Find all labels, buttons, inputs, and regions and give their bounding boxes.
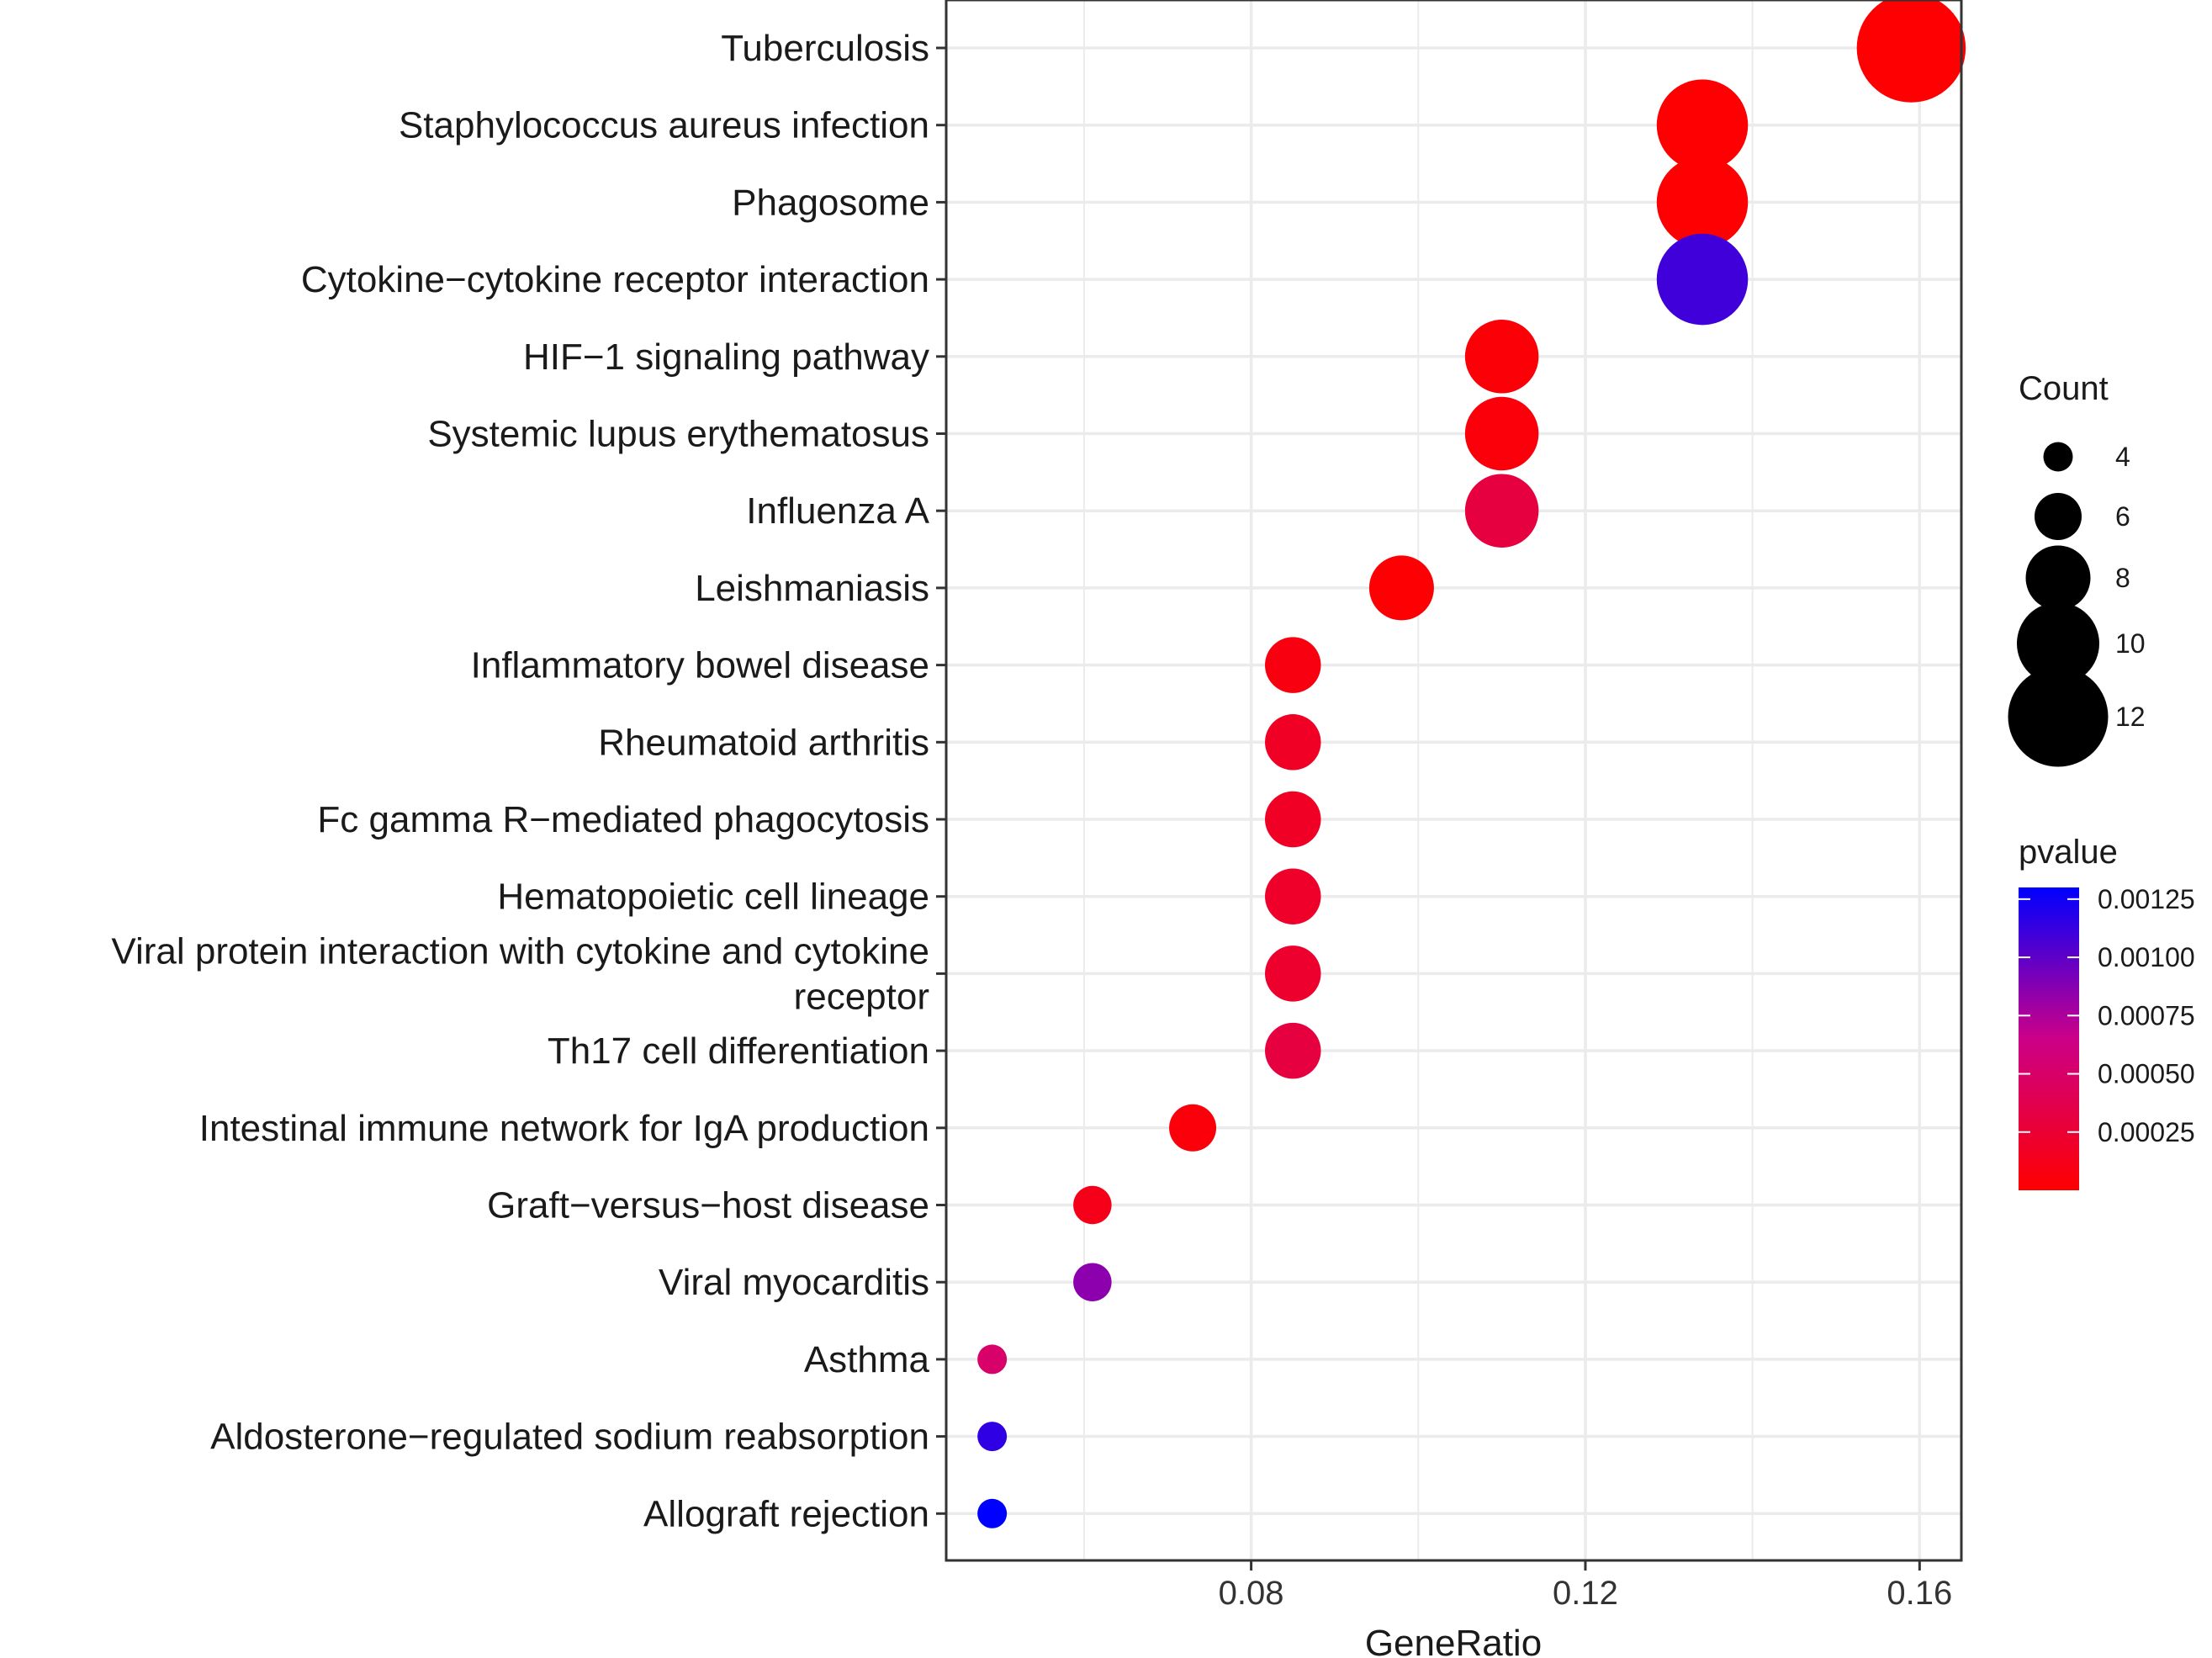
count-legend-label: 12 — [2115, 702, 2146, 732]
count-legend-label: 10 — [2115, 628, 2146, 659]
count-legend-title: Count — [2019, 370, 2109, 407]
y-axis-label: Tuberculosis — [721, 28, 929, 69]
data-point — [1464, 320, 1539, 394]
data-point — [1265, 791, 1321, 848]
count-legend-key — [2035, 493, 2082, 540]
y-axis-label: Allograft rejection — [643, 1493, 929, 1534]
data-point — [1368, 555, 1434, 621]
y-axis-label: Phagosome — [732, 182, 929, 223]
x-tick-label: 0.08 — [1219, 1575, 1284, 1612]
y-axis-label: Influenza A — [746, 490, 929, 532]
pvalue-legend-label: 0.00075 — [2098, 1000, 2195, 1030]
data-point — [1265, 868, 1321, 924]
y-axis-label: Viral myocarditis — [659, 1262, 929, 1303]
data-point — [1073, 1185, 1112, 1225]
pvalue-legend: pvalue 0.00025 0.00050 0.00075 0.00100 0.001… — [2019, 834, 2195, 1190]
y-axis-label: Viral protein interaction with cytokine … — [111, 930, 929, 1017]
data-point — [977, 1498, 1008, 1528]
y-axis-label: Inflammatory bowel disease — [471, 645, 929, 686]
data-point — [1656, 79, 1749, 171]
data-point — [1265, 637, 1321, 693]
data-point — [977, 1344, 1008, 1375]
x-tick-label: 0.16 — [1887, 1575, 1952, 1612]
data-point — [1464, 396, 1539, 471]
y-axis-label-line: Viral protein interaction with cytokine … — [111, 930, 929, 972]
y-axis-label: Th17 cell differentiation — [548, 1030, 929, 1072]
pvalue-legend-label: 0.00125 — [2098, 884, 2195, 914]
y-axis-label: Asthma — [804, 1339, 930, 1380]
count-legend-label: 6 — [2115, 501, 2130, 532]
y-axis-label: Leishmaniasis — [695, 568, 929, 609]
x-axis-ticks: 0.08 0.12 0.16 — [1219, 1560, 1952, 1612]
y-axis-label-line: receptor — [794, 976, 929, 1017]
data-point — [1265, 946, 1321, 1002]
pvalue-legend-label: 0.00050 — [2098, 1059, 2195, 1089]
y-axis-label: Aldosterone−regulated sodium reabsorptio… — [210, 1417, 929, 1458]
plot-panel-background — [946, 0, 1961, 1560]
count-legend-label: 8 — [2115, 563, 2130, 593]
data-point — [1265, 714, 1321, 771]
y-axis-label: HIF−1 signaling pathway — [523, 336, 929, 378]
data-point — [1169, 1104, 1217, 1152]
data-point — [1656, 156, 1749, 248]
plot-panel-border — [945, 0, 1963, 1562]
count-legend: Count 4 6 8 10 12 — [2008, 370, 2146, 767]
y-axis-labels: Tuberculosis Staphylococcus aureus infect… — [111, 28, 929, 1534]
y-axis-ticks — [936, 46, 946, 1515]
y-axis-label: Fc gamma R−mediated phagocytosis — [317, 799, 929, 840]
y-axis-label: Rheumatoid arthritis — [598, 722, 929, 763]
count-legend-key — [2017, 602, 2099, 685]
pvalue-legend-label: 0.00100 — [2098, 942, 2195, 972]
y-axis-label: Graft−versus−host disease — [487, 1185, 929, 1226]
data-point — [1464, 474, 1539, 548]
y-axis-label: Intestinal immune network for IgA produc… — [199, 1108, 929, 1149]
data-point — [1265, 1022, 1321, 1079]
data-point — [1856, 0, 1966, 103]
data-point — [1073, 1263, 1112, 1301]
grid-lines — [946, 0, 1961, 1560]
pvalue-colorbar — [2019, 887, 2079, 1190]
pvalue-legend-title: pvalue — [2019, 834, 2118, 871]
data-points — [977, 0, 1966, 1528]
y-axis-label: Hematopoietic cell lineage — [497, 877, 929, 918]
count-legend-key — [2025, 545, 2091, 611]
count-legend-key — [2043, 442, 2073, 472]
x-axis-title: GeneRatio — [1365, 1623, 1542, 1658]
y-axis-label: Cytokine−cytokine receptor interaction — [301, 259, 929, 300]
pvalue-legend-label: 0.00025 — [2098, 1117, 2195, 1147]
data-point — [1656, 233, 1749, 326]
x-tick-label: 0.12 — [1553, 1575, 1618, 1612]
count-legend-label: 4 — [2115, 442, 2130, 472]
y-axis-label: Systemic lupus erythematosus — [427, 414, 929, 455]
data-point — [977, 1422, 1008, 1452]
count-legend-key — [2008, 666, 2109, 767]
y-axis-label: Staphylococcus aureus infection — [399, 105, 929, 146]
